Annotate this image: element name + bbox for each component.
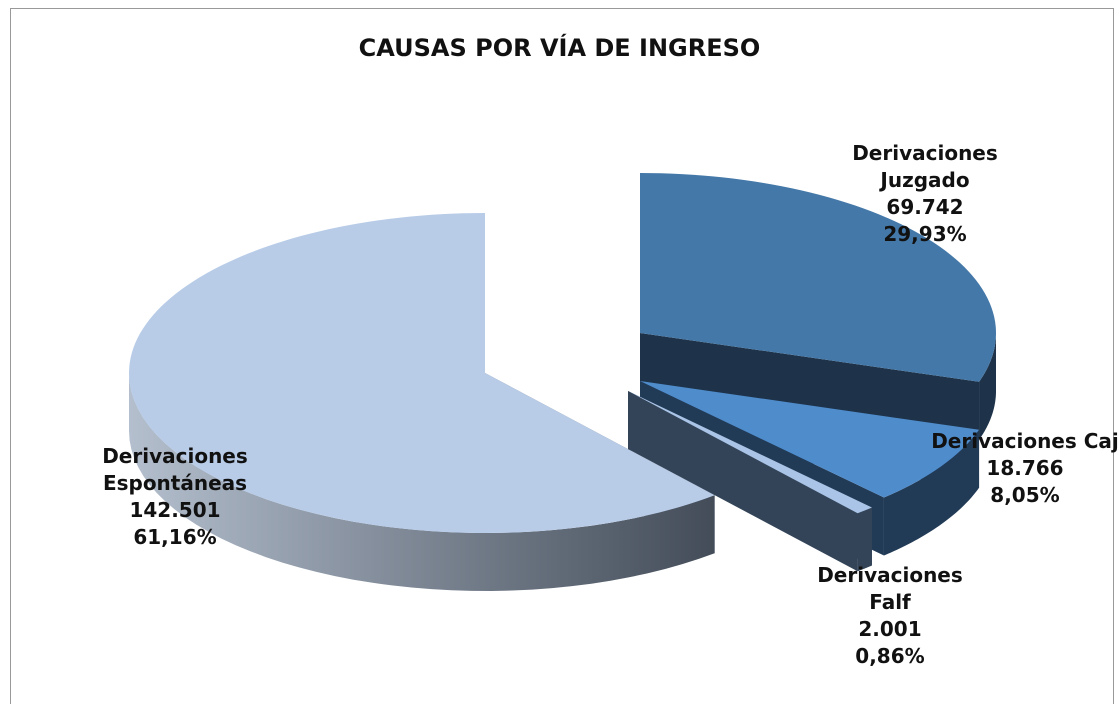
- slice-side: [628, 391, 858, 572]
- slice-wall: [883, 429, 980, 556]
- percent-label: 29,93%: [883, 222, 967, 246]
- chart-title: CAUSAS POR VÍA DE INGRESO: [358, 34, 761, 62]
- category-label: Derivaciones Juzgado: [852, 141, 998, 192]
- slice-wall: [979, 333, 996, 440]
- data-label: Derivaciones Falf 2.001 0,86%: [795, 562, 985, 670]
- pie-slice: [128, 213, 715, 591]
- chart-frame: [10, 8, 1114, 704]
- slice-side: [640, 333, 980, 440]
- category-label: Derivaciones Caj: [931, 429, 1119, 453]
- slice-top: [628, 391, 872, 514]
- value-label: 18.766: [986, 456, 1064, 480]
- slice-top: [128, 213, 715, 533]
- pie-slice: [640, 173, 996, 440]
- slice-wall: [857, 507, 872, 572]
- category-label: Derivaciones Falf: [817, 563, 963, 614]
- data-label: Derivaciones Espontáneas 142.501 61,16%: [80, 443, 270, 551]
- data-label: Derivaciones Caj 18.766 8,05%: [930, 428, 1119, 509]
- percent-label: 8,05%: [990, 483, 1060, 507]
- value-label: 142.501: [129, 498, 221, 522]
- percent-label: 61,16%: [133, 525, 217, 549]
- slice-top: [640, 381, 980, 498]
- category-label: Derivaciones Espontáneas: [102, 444, 248, 495]
- slice-top: [640, 173, 996, 382]
- data-label: Derivaciones Juzgado 69.742 29,93%: [830, 140, 1020, 248]
- value-label: 69.742: [886, 195, 964, 219]
- value-label: 2.001: [858, 617, 922, 641]
- slice-wall: [129, 373, 715, 591]
- pie-slice: [628, 391, 872, 572]
- percent-label: 0,86%: [855, 644, 925, 668]
